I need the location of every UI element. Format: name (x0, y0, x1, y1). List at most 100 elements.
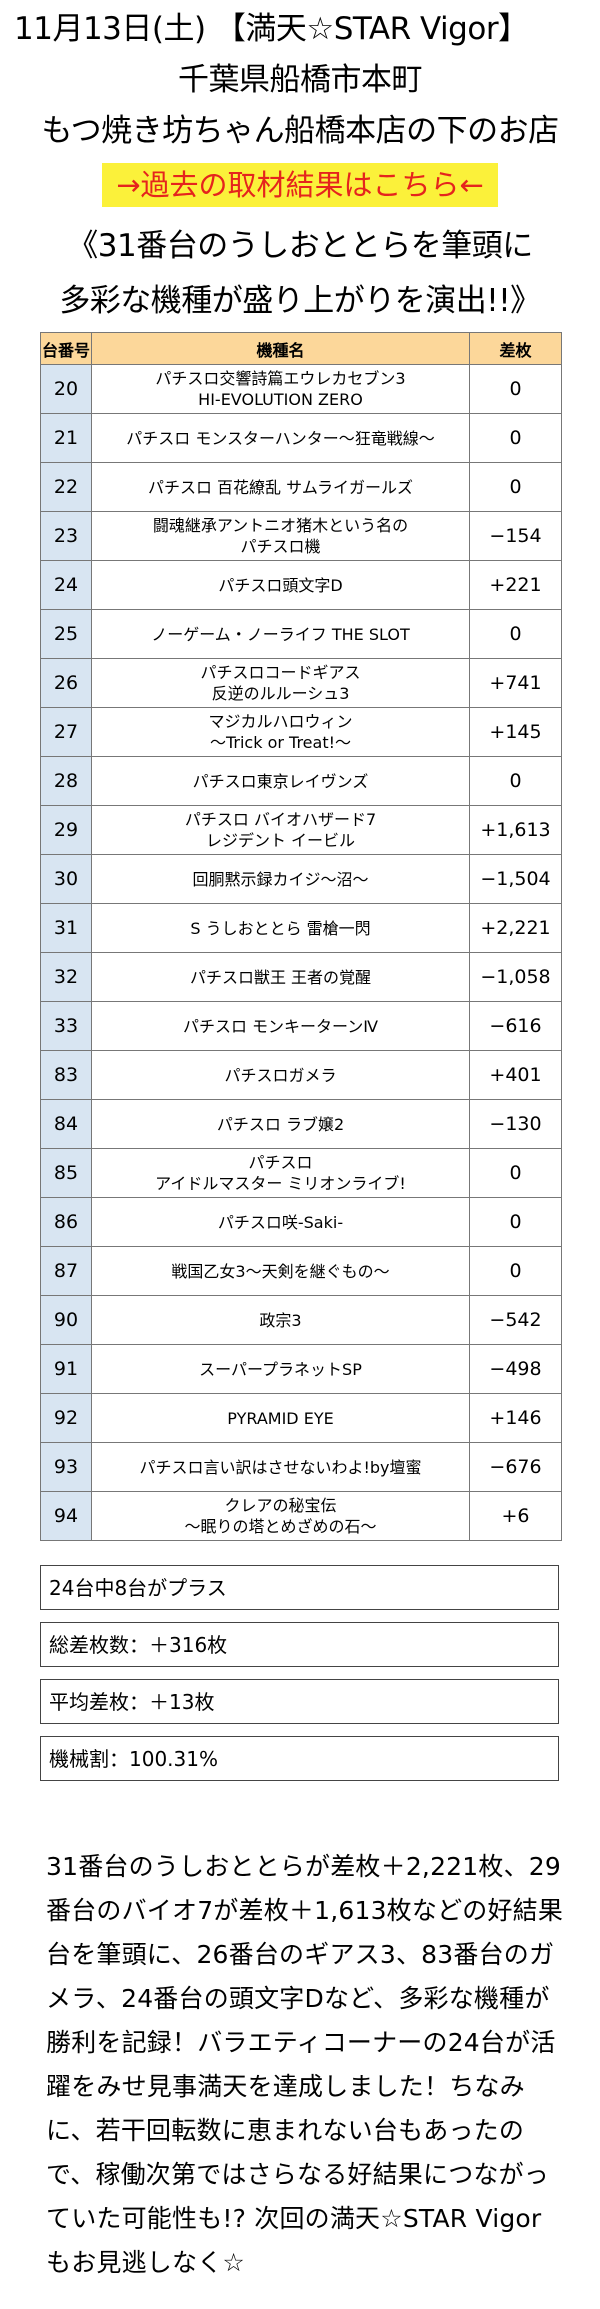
machine-number-cell: 26 (40, 658, 92, 708)
table-row: 90 政宗3 −542 (40, 1295, 562, 1345)
table-row: 83 パチスロガメラ +401 (40, 1050, 562, 1100)
machine-name-cell: 闘魂継承アントニオ猪木という名の パチスロ機 (91, 511, 470, 561)
machine-name-cell: パチスロ モンスターハンター～狂竜戦線～ (91, 413, 470, 463)
machine-name-cell: 政宗3 (91, 1295, 470, 1345)
difference-cell: −542 (469, 1295, 562, 1345)
machine-name-cell: パチスロ 百花繚乱 サムライガールズ (91, 462, 470, 512)
machine-name-cell: マジカルハロウィン ～Trick or Treat!～ (91, 707, 470, 757)
machine-number-cell: 90 (40, 1295, 92, 1345)
difference-cell: +145 (469, 707, 562, 757)
difference-cell: +146 (469, 1393, 562, 1443)
table-row: 20 パチスロ交響詩篇エウレカセブン3 HI-EVOLUTION ZERO 0 (40, 364, 562, 414)
catchcopy-line1: 《31番台のうしおととらを筆頭に (67, 228, 533, 264)
machine-number-cell: 32 (40, 952, 92, 1002)
machine-number-cell: 84 (40, 1099, 92, 1149)
article-body: 31番台のうしおととらが差枚＋2,221枚、29番台のバイオ7が差枚＋1,613… (46, 1852, 564, 2277)
difference-cell: 0 (469, 1246, 562, 1296)
difference-cell: 0 (469, 364, 562, 414)
store-location: 千葉県船橋市本町 (178, 62, 423, 98)
machine-number-cell: 83 (40, 1050, 92, 1100)
difference-cell: −676 (469, 1442, 562, 1492)
table-row: 25 ノーゲーム・ノーライフ THE SLOT 0 (40, 609, 562, 659)
machine-rate: 機械割：100.31% (40, 1736, 559, 1781)
machine-name-cell: パチスロガメラ (91, 1050, 470, 1100)
machine-name-cell: S うしおととら 雷槍一閃 (91, 903, 470, 953)
difference-cell: −130 (469, 1099, 562, 1149)
machine-number-cell: 21 (40, 413, 92, 463)
table-row: 92 PYRAMID EYE +146 (40, 1393, 562, 1443)
machine-number-cell: 25 (40, 609, 92, 659)
header-difference: 差枚 (469, 332, 562, 365)
machine-name-cell: スーパープラネットSP (91, 1344, 470, 1394)
machine-name-cell: クレアの秘宝伝 ～眠りの塔とめざめの石～ (91, 1491, 470, 1541)
machine-name-cell: ノーゲーム・ノーライフ THE SLOT (91, 609, 470, 659)
catchcopy-line2: 多彩な機種が盛り上がりを演出!!》 (59, 283, 541, 319)
machine-name-cell: パチスロ モンキーターンⅣ (91, 1001, 470, 1051)
catchcopy: 《31番台のうしおととらを筆頭に 多彩な機種が盛り上がりを演出!!》 (0, 219, 600, 329)
date-store-title: 11月13日(土) 【満天☆STAR Vigor】 (14, 11, 529, 47)
machine-name-cell: パチスロ ラブ嬢2 (91, 1099, 470, 1149)
machine-number-cell: 92 (40, 1393, 92, 1443)
table-row: 32 パチスロ獣王 王者の覚醒 −1,058 (40, 952, 562, 1002)
table-row: 85 パチスロ アイドルマスター ミリオンライブ! 0 (40, 1148, 562, 1198)
summary: 24台中8台がプラス 総差枚数：＋316枚 平均差枚：＋13枚 機械割：100.… (40, 1565, 559, 1793)
machine-number-cell: 20 (40, 364, 92, 414)
table-row: 26 パチスロコードギアス 反逆のルルーシュ3 +741 (40, 658, 562, 708)
machine-name-cell: パチスロ頭文字D (91, 560, 470, 610)
table-row: 87 戦国乙女3～天剣を継ぐもの～ 0 (40, 1246, 562, 1296)
machine-number-cell: 31 (40, 903, 92, 953)
machine-number-cell: 28 (40, 756, 92, 806)
machine-number-cell: 85 (40, 1148, 92, 1198)
machine-name-cell: 回胴黙示録カイジ～沼～ (91, 854, 470, 904)
difference-cell: −616 (469, 1001, 562, 1051)
table-row: 27 マジカルハロウィン ～Trick or Treat!～ +145 (40, 707, 562, 757)
table-row: 84 パチスロ ラブ嬢2 −130 (40, 1099, 562, 1149)
table-row: 24 パチスロ頭文字D +221 (40, 560, 562, 610)
difference-cell: +1,613 (469, 805, 562, 855)
machine-number-cell: 93 (40, 1442, 92, 1492)
machine-number-cell: 87 (40, 1246, 92, 1296)
difference-cell: +741 (469, 658, 562, 708)
table-row: 23 闘魂継承アントニオ猪木という名の パチスロ機 −154 (40, 511, 562, 561)
machine-name-cell: パチスロコードギアス 反逆のルルーシュ3 (91, 658, 470, 708)
machine-name-cell: パチスロ咲-Saki- (91, 1197, 470, 1247)
header-machine-number: 台番号 (40, 332, 92, 365)
difference-cell: −1,504 (469, 854, 562, 904)
table-row: 31 S うしおととら 雷槍一閃 +2,221 (40, 903, 562, 953)
results-table: 台番号 機種名 差枚 20 パチスロ交響詩篇エウレカセブン3 HI-EVOLUTIO… (40, 332, 562, 1541)
difference-cell: −1,058 (469, 952, 562, 1002)
header: 11月13日(土) 【満天☆STAR Vigor】 千葉県船橋市本町 もつ焼き坊… (0, 0, 600, 207)
table-row: 93 パチスロ言い訳はさせないわよ!by壇蜜 −676 (40, 1442, 562, 1492)
machine-name-cell: PYRAMID EYE (91, 1393, 470, 1443)
table-row: 94 クレアの秘宝伝 ～眠りの塔とめざめの石～ +6 (40, 1491, 562, 1541)
machine-name-cell: 戦国乙女3～天剣を継ぐもの～ (91, 1246, 470, 1296)
difference-cell: 0 (469, 1197, 562, 1247)
table-row: 86 パチスロ咲-Saki- 0 (40, 1197, 562, 1247)
machine-number-cell: 23 (40, 511, 92, 561)
table-row: 22 パチスロ 百花繚乱 サムライガールズ 0 (40, 462, 562, 512)
average-difference: 平均差枚：＋13枚 (40, 1679, 559, 1724)
machine-number-cell: 30 (40, 854, 92, 904)
header-machine-name: 機種名 (91, 332, 470, 365)
machine-name-cell: パチスロ獣王 王者の覚醒 (91, 952, 470, 1002)
difference-cell: −154 (469, 511, 562, 561)
machine-number-cell: 91 (40, 1344, 92, 1394)
machine-number-cell: 33 (40, 1001, 92, 1051)
difference-cell: +6 (469, 1491, 562, 1541)
past-results-link[interactable]: →過去の取材結果はこちら← (102, 163, 498, 207)
machine-number-cell: 94 (40, 1491, 92, 1541)
table-row: 29 パチスロ バイオハザード7 レジデント イービル +1,613 (40, 805, 562, 855)
machine-number-cell: 22 (40, 462, 92, 512)
difference-cell: 0 (469, 462, 562, 512)
machine-name-cell: パチスロ言い訳はさせないわよ!by壇蜜 (91, 1442, 470, 1492)
table-row: 28 パチスロ東京レイヴンズ 0 (40, 756, 562, 806)
difference-cell: 0 (469, 413, 562, 463)
machine-number-cell: 29 (40, 805, 92, 855)
machine-number-cell: 86 (40, 1197, 92, 1247)
difference-cell: +2,221 (469, 903, 562, 953)
total-difference: 総差枚数：＋316枚 (40, 1622, 559, 1667)
plus-count: 24台中8台がプラス (40, 1565, 559, 1610)
machine-name-cell: パチスロ交響詩篇エウレカセブン3 HI-EVOLUTION ZERO (91, 364, 470, 414)
machine-name-cell: パチスロ アイドルマスター ミリオンライブ! (91, 1148, 470, 1198)
table-row: 91 スーパープラネットSP −498 (40, 1344, 562, 1394)
